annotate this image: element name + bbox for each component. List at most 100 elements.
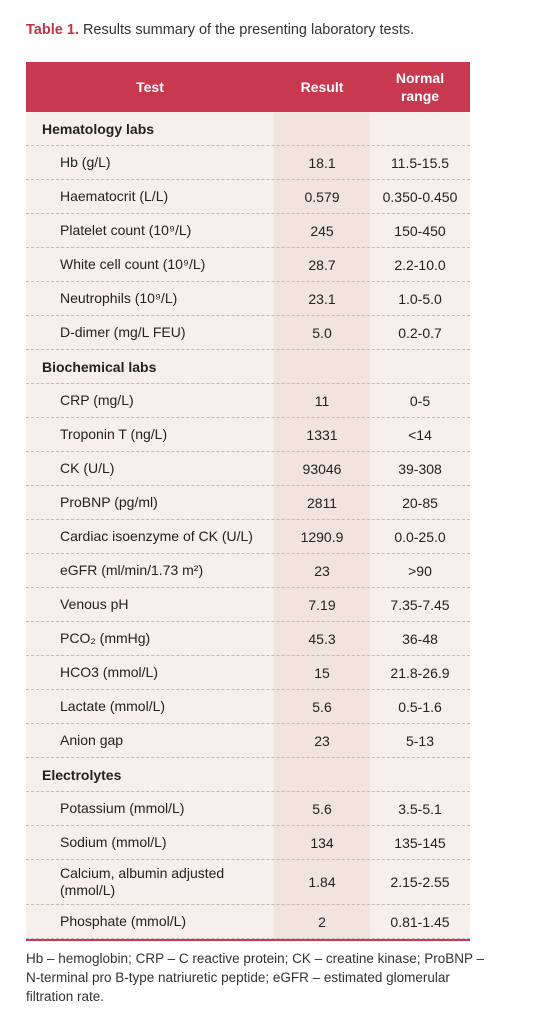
- row-test-name: Sodium (mmol/L): [60, 834, 167, 850]
- row-result: 2: [318, 913, 326, 930]
- table-bottom-rule: [26, 939, 470, 941]
- row-result: 5.0: [312, 324, 332, 341]
- row-normal-range: >90: [408, 562, 432, 579]
- row-test-name: Anion gap: [60, 732, 124, 748]
- table-row: Potassium (mmol/L) 5.6 3.5-5.1: [26, 792, 470, 826]
- row-test-name: Neutrophils (10⁹/L): [60, 290, 178, 306]
- row-normal-range: 2.2-10.0: [394, 256, 446, 273]
- row-result: 1.84: [308, 874, 336, 890]
- row-test-name: Platelet count (10⁹/L): [60, 222, 192, 238]
- table-row: Phosphate (mmol/L) 2 0.81-1.45: [26, 905, 470, 939]
- table-row: eGFR (ml/min/1.73 m²) 23 >90: [26, 554, 470, 588]
- row-test-name: Phosphate (mmol/L): [60, 913, 187, 929]
- section-title: Hematology labs: [42, 120, 155, 137]
- section-title: Biochemical labs: [42, 358, 157, 375]
- row-normal-range: 36-48: [402, 630, 438, 647]
- row-result: 7.19: [308, 596, 336, 613]
- row-normal-range: 0.350-0.450: [382, 188, 458, 205]
- section-title: Electrolytes: [42, 766, 122, 783]
- row-test-name: Troponin T (ng/L): [60, 426, 168, 442]
- row-normal-range: 2.15-2.55: [390, 874, 450, 890]
- row-result: 23: [314, 732, 330, 749]
- row-normal-range: 21.8-26.9: [390, 664, 450, 681]
- row-normal-range: 7.35-7.45: [390, 596, 450, 613]
- row-test-name: Lactate (mmol/L): [60, 698, 166, 714]
- header-normal-line1: Normal: [395, 70, 445, 86]
- row-normal-range: 3.5-5.1: [398, 800, 442, 817]
- table-row: Calcium, albumin adjusted (mmol/L) 1.84 2.…: [26, 860, 470, 905]
- table-row: Troponin T (ng/L) 1331 <14: [26, 418, 470, 452]
- section-header: Biochemical labs: [26, 350, 470, 384]
- row-result: 18.1: [308, 154, 336, 171]
- row-normal-range: 39-308: [398, 460, 442, 477]
- row-result: 23.1: [308, 290, 336, 307]
- row-test-name: Calcium, albumin adjusted (mmol/L): [60, 865, 225, 898]
- row-result: 1331: [306, 426, 338, 443]
- footnote: Hb – hemoglobin; CRP – C reactive protei…: [26, 951, 484, 1004]
- table-row: CK (U/L) 93046 39-308: [26, 452, 470, 486]
- row-test-name: Venous pH: [60, 596, 129, 612]
- row-test-name: CK (U/L): [60, 460, 115, 476]
- row-normal-range: 5-13: [405, 732, 435, 749]
- row-test-name: PCO₂ (mmHg): [60, 630, 151, 646]
- table-row: Platelet count (10⁹/L) 245 150-450: [26, 214, 470, 248]
- row-result: 93046: [302, 460, 342, 477]
- row-result: 5.6: [312, 698, 332, 715]
- row-test-name: HCO3 (mmol/L): [60, 664, 159, 680]
- table-row: Lactate (mmol/L) 5.6 0.5-1.6: [26, 690, 470, 724]
- row-test-name: eGFR (ml/min/1.73 m²): [60, 562, 204, 578]
- row-normal-range: 0.81-1.45: [390, 913, 450, 930]
- row-result: 134: [310, 834, 334, 851]
- table-caption: Table 1. Results summary of the presenti…: [26, 22, 414, 38]
- table-row: Venous pH 7.19 7.35-7.45: [26, 588, 470, 622]
- row-normal-range: <14: [408, 426, 432, 443]
- row-normal-range: 20-85: [402, 494, 438, 511]
- table-row: D-dimer (mg/L FEU) 5.0 0.2-0.7: [26, 316, 470, 350]
- row-result: 28.7: [308, 256, 336, 273]
- header-result: Result: [300, 79, 344, 95]
- section-header: Hematology labs: [26, 112, 470, 146]
- table-row: PCO₂ (mmHg) 45.3 36-48: [26, 622, 470, 656]
- row-test-name: Haematocrit (L/L): [60, 188, 169, 204]
- table-row: Anion gap 23 5-13: [26, 724, 470, 758]
- header-normal-range: Normal range: [370, 62, 470, 112]
- result-column-shade: [274, 112, 370, 939]
- table-body: Hematology labs Hb (g/L) 18.1 11.5-15.5 Haem…: [26, 112, 470, 939]
- table-row: Hb (g/L) 18.1 11.5-15.5: [26, 146, 470, 180]
- results-table: Test Result Normal range Hematology labs…: [26, 62, 470, 941]
- table-row: White cell count (10⁹/L) 28.7 2.2-10.0: [26, 248, 470, 282]
- row-test-name: Hb (g/L): [60, 154, 111, 170]
- row-normal-range: 1.0-5.0: [398, 290, 442, 307]
- row-test-name: D-dimer (mg/L FEU): [60, 324, 186, 340]
- table-caption-text: Results summary of the presenting labora…: [78, 22, 415, 38]
- row-normal-range: 0.2-0.7: [398, 324, 442, 341]
- row-test-name: Potassium (mmol/L): [60, 800, 185, 816]
- table-row: Sodium (mmol/L) 134 135-145: [26, 826, 470, 860]
- row-result: 15: [314, 664, 330, 681]
- row-normal-range: 135-145: [394, 834, 446, 851]
- row-normal-range: 150-450: [394, 222, 446, 239]
- row-test-name: Cardiac isoenzyme of CK (U/L): [60, 528, 253, 544]
- table-row: Cardiac isoenzyme of CK (U/L) 1290.9 0.0-2…: [26, 520, 470, 554]
- row-result: 11: [314, 392, 330, 409]
- row-result: 5.6: [312, 800, 332, 817]
- row-normal-range: 0.0-25.0: [394, 528, 446, 545]
- row-result: 245: [310, 222, 334, 239]
- row-test-name: White cell count (10⁹/L): [60, 256, 206, 272]
- row-normal-range: 0.5-1.6: [398, 698, 442, 715]
- row-result: 2811: [306, 494, 338, 511]
- row-test-name: ProBNP (pg/ml): [60, 494, 158, 510]
- row-test-name: CRP (mg/L): [60, 392, 134, 408]
- row-result: 0.579: [304, 188, 340, 205]
- header-normal-line2: range: [400, 88, 440, 104]
- row-normal-range: 0-5: [409, 392, 431, 409]
- row-result: 45.3: [308, 630, 336, 647]
- table-header: Test Result Normal range: [26, 62, 470, 112]
- table-row: Haematocrit (L/L) 0.579 0.350-0.450: [26, 180, 470, 214]
- table-row: Neutrophils (10⁹/L) 23.1 1.0-5.0: [26, 282, 470, 316]
- table-row: CRP (mg/L) 11 0-5: [26, 384, 470, 418]
- table-row: ProBNP (pg/ml) 2811 20-85: [26, 486, 470, 520]
- table-row: HCO3 (mmol/L) 15 21.8-26.9: [26, 656, 470, 690]
- table-label: Table 1.: [26, 22, 79, 38]
- row-result: 23: [314, 562, 330, 579]
